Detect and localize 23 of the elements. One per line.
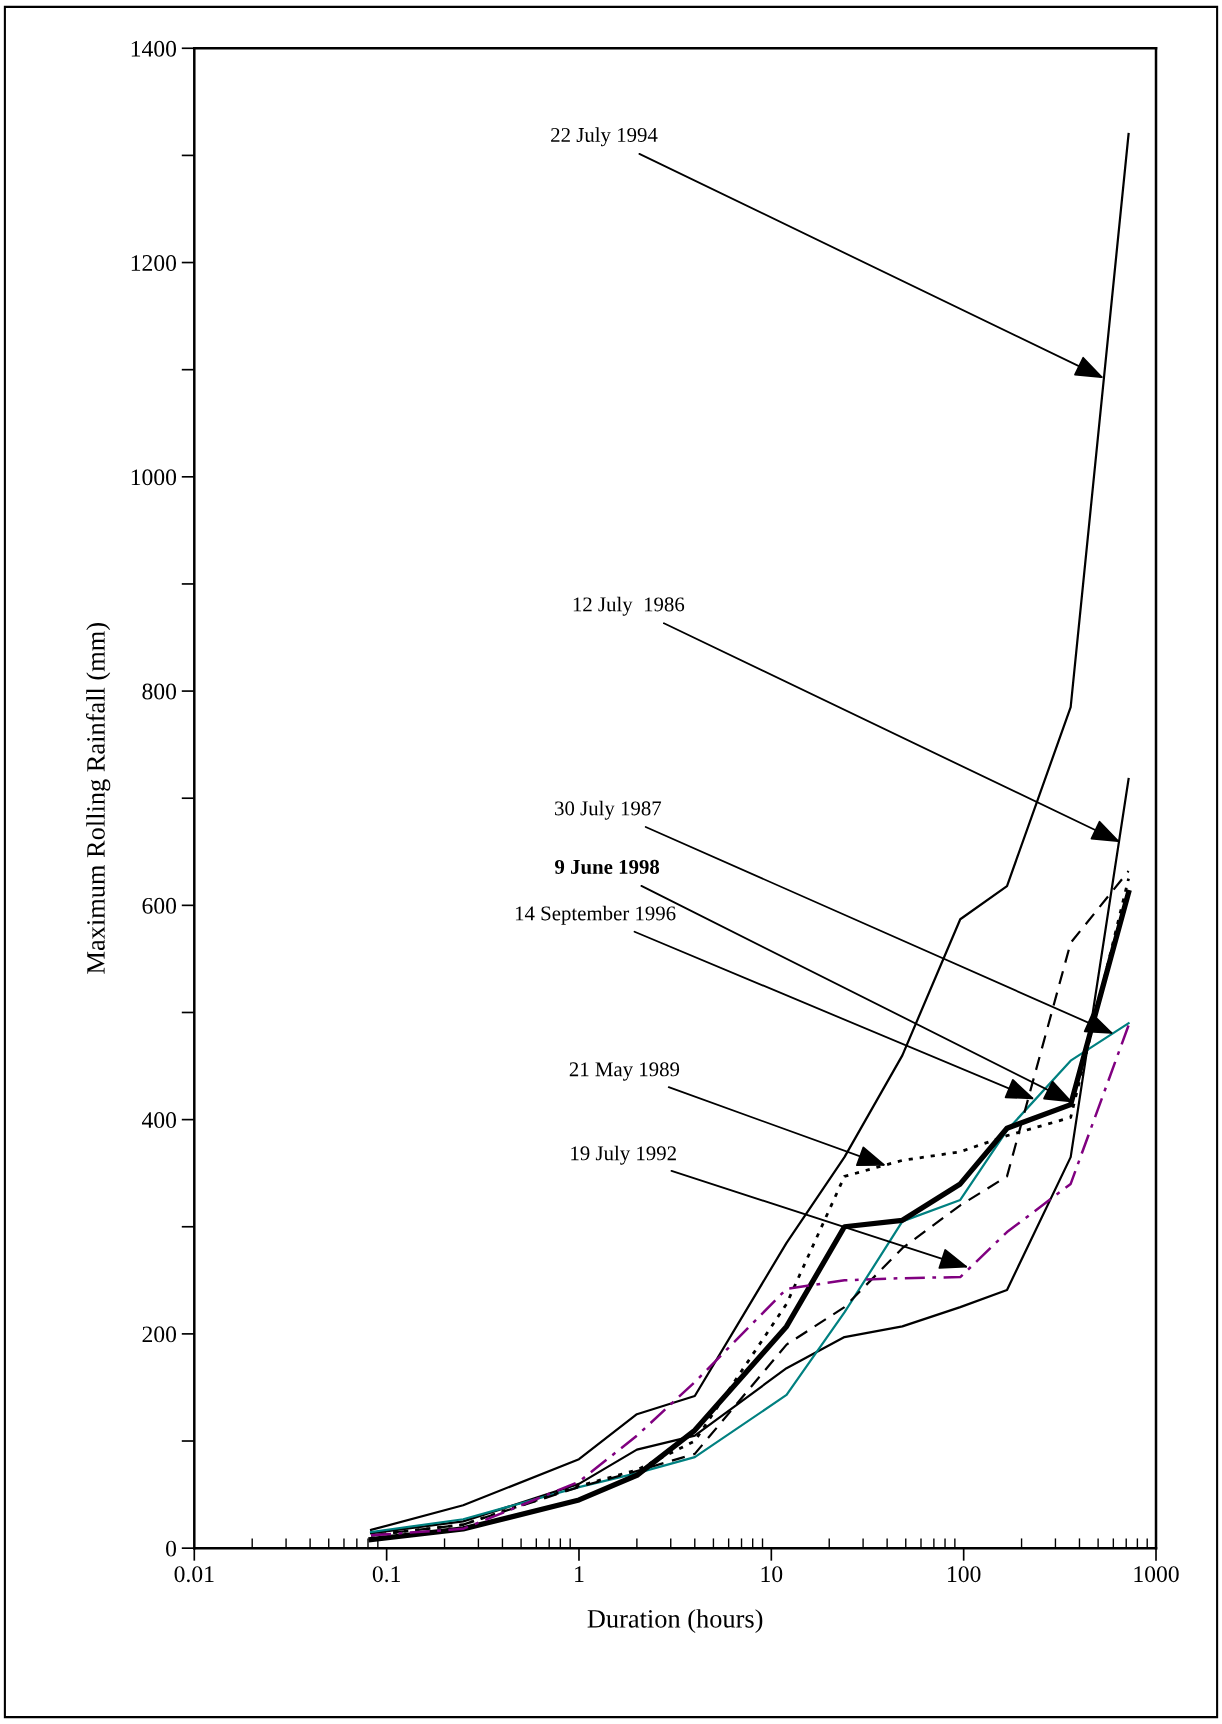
x-tick-label: 0.01: [174, 1566, 214, 1583]
x-tick-label: 0.1: [372, 1566, 400, 1583]
x-tick-label: 100: [948, 1566, 981, 1583]
annotation: 30 July 1987: [555, 800, 662, 820]
annotation: 12 July 1986: [573, 596, 685, 616]
x-tick-label: 1: [575, 1566, 584, 1582]
annotation: 22 July 1994: [551, 127, 658, 147]
y-tick-label: 1200: [131, 255, 177, 271]
y-tick-label: 1000: [131, 469, 177, 486]
y-tick-label: 400: [141, 1112, 177, 1129]
y-tick-label: 200: [142, 1326, 177, 1343]
x-tick-label: 10: [761, 1566, 783, 1583]
annotation: 21 May 1989: [569, 1062, 680, 1081]
y-axis-title: Maximum Rolling Rainfall (mm): [86, 623, 111, 974]
x-tick-label: 1000: [1134, 1566, 1179, 1583]
y-tick-label: 600: [142, 897, 177, 914]
y-tick-label: 1400: [131, 40, 177, 57]
y-tick-label: 0: [166, 1540, 177, 1557]
x-axis-title: Duration (hours): [587, 1609, 763, 1634]
annotation: 14 September 1996: [515, 905, 676, 925]
y-tick-label: 800: [142, 683, 177, 700]
annotation: 9 June 1998: [555, 859, 660, 874]
annotation: 19 July 1992: [571, 1145, 676, 1165]
